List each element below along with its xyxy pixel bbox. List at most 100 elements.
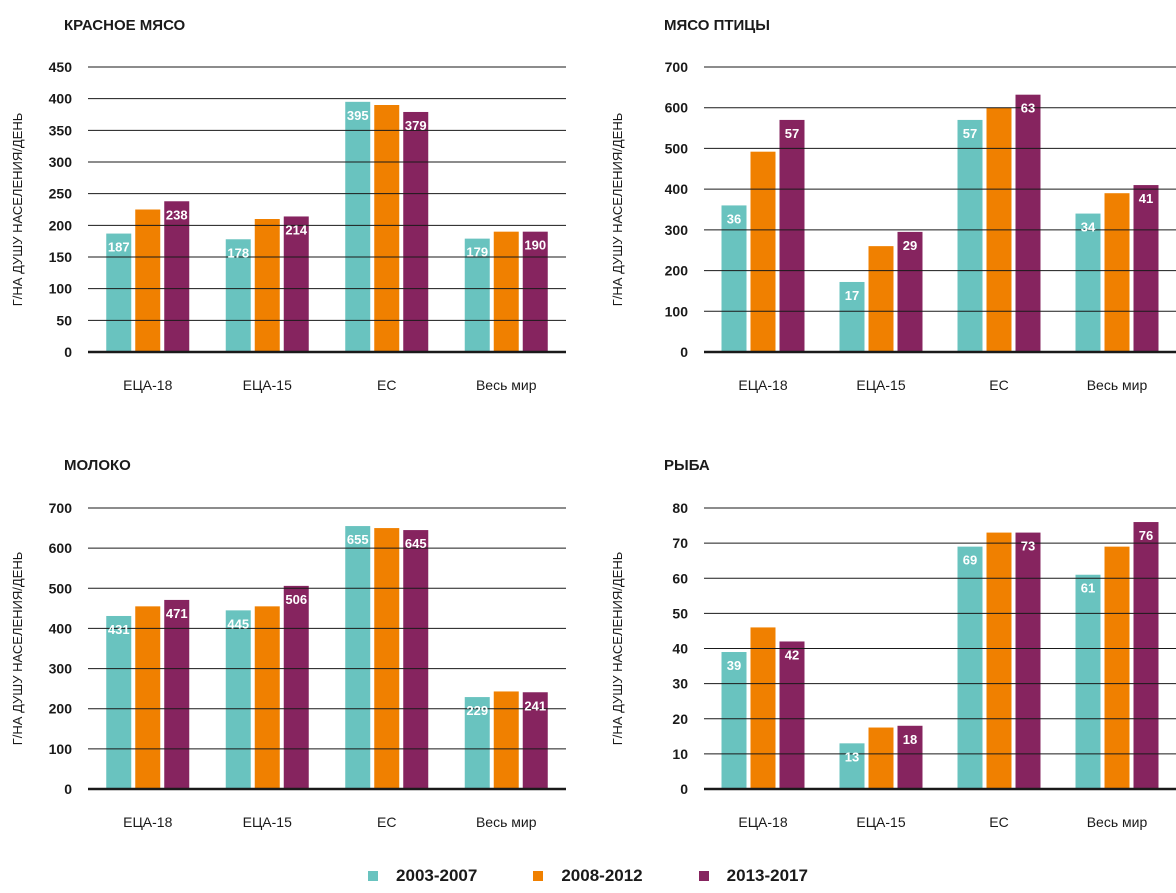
y-tick-label: 150 xyxy=(49,249,73,265)
bar xyxy=(897,725,923,789)
y-axis-label: Г/НА ДУШУ НАСЕЛЕНИЯ/ДЕНЬ xyxy=(610,552,625,745)
bar xyxy=(1133,185,1159,352)
y-tick-label: 400 xyxy=(49,91,73,107)
bar xyxy=(493,691,519,789)
x-tick-label: ЕЦА-18 xyxy=(738,814,787,830)
y-tick-label: 50 xyxy=(56,312,72,328)
bar xyxy=(464,697,490,789)
bar xyxy=(1015,532,1041,789)
bar xyxy=(283,585,309,789)
bar xyxy=(986,532,1012,789)
bar xyxy=(839,281,865,352)
legend-item-series-2: 2008-2012 xyxy=(533,866,643,886)
bar xyxy=(493,231,519,352)
y-tick-label: 300 xyxy=(49,661,73,677)
bar xyxy=(779,641,805,789)
y-axis-label: Г/НА ДУШУ НАСЕЛЕНИЯ/ДЕНЬ xyxy=(10,552,25,745)
legend: 2003-2007 2008-2012 2013-2017 xyxy=(0,862,1176,890)
data-label: 178 xyxy=(227,245,249,260)
y-tick-label: 200 xyxy=(665,263,689,279)
bar xyxy=(1133,522,1159,789)
data-label: 39 xyxy=(727,658,741,673)
y-tick-label: 600 xyxy=(49,540,73,556)
data-label: 179 xyxy=(466,245,488,260)
y-tick-label: 70 xyxy=(672,535,688,551)
legend-label: 2008-2012 xyxy=(561,866,643,885)
y-tick-label: 0 xyxy=(680,781,688,797)
bar xyxy=(374,105,400,352)
data-label: 645 xyxy=(405,536,427,551)
bar xyxy=(164,599,190,789)
bar xyxy=(957,119,983,352)
bar xyxy=(897,231,923,352)
x-tick-label: ЕС xyxy=(989,814,1008,830)
bar xyxy=(779,119,805,352)
bar xyxy=(135,209,161,352)
legend-swatch xyxy=(698,871,709,881)
legend-swatch xyxy=(368,871,379,881)
y-tick-label: 700 xyxy=(665,59,689,75)
bar xyxy=(522,231,548,352)
data-label: 238 xyxy=(166,207,188,222)
y-tick-label: 60 xyxy=(672,570,688,586)
y-tick-label: 200 xyxy=(49,701,73,717)
data-label: 41 xyxy=(1139,191,1153,206)
y-tick-label: 200 xyxy=(49,217,73,233)
chart-title: РЫБА xyxy=(664,457,710,474)
y-tick-label: 300 xyxy=(665,222,689,238)
legend-item-series-3: 2013-2017 xyxy=(698,866,808,886)
chart-title: МЯСО ПТИЦЫ xyxy=(664,17,770,34)
bar xyxy=(721,205,747,352)
y-tick-label: 350 xyxy=(49,122,73,138)
y-tick-label: 250 xyxy=(49,186,73,202)
y-tick-label: 0 xyxy=(680,344,688,360)
bar xyxy=(1075,213,1101,352)
y-tick-label: 400 xyxy=(49,620,73,636)
x-tick-label: ЕЦА-15 xyxy=(243,814,292,830)
bar xyxy=(868,246,894,352)
x-tick-label: Весь мир xyxy=(1087,377,1148,393)
data-label: 13 xyxy=(845,749,859,764)
chart-red-meat: КРАСНОЕ МЯСО Г/НА ДУШУ НАСЕЛЕНИЯ/ДЕНЬ 0 50 1… xyxy=(10,17,566,393)
y-tick-label: 100 xyxy=(665,303,689,319)
data-label: 379 xyxy=(405,118,427,133)
data-label: 190 xyxy=(524,238,546,253)
y-tick-label: 300 xyxy=(49,154,73,170)
data-label: 17 xyxy=(845,288,859,303)
legend-item-series-1: 2003-2007 xyxy=(368,866,477,886)
data-label: 395 xyxy=(347,108,369,123)
bar xyxy=(839,743,865,789)
bar xyxy=(403,530,429,789)
data-label: 29 xyxy=(903,238,917,253)
y-tick-label: 0 xyxy=(64,781,72,797)
bar xyxy=(403,111,429,352)
bar xyxy=(345,526,371,789)
y-tick-label: 100 xyxy=(49,741,73,757)
chart-poultry: МЯСО ПТИЦЫ Г/НА ДУШУ НАСЕЛЕНИЯ/ДЕНЬ 0 100 20… xyxy=(610,17,1176,393)
data-label: 76 xyxy=(1139,528,1153,543)
data-label: 471 xyxy=(166,606,188,621)
bar xyxy=(750,151,776,352)
y-tick-label: 400 xyxy=(665,181,689,197)
data-label: 57 xyxy=(963,126,977,141)
bar xyxy=(283,216,309,352)
bar xyxy=(106,233,132,352)
data-label: 73 xyxy=(1021,539,1035,554)
data-label: 63 xyxy=(1021,101,1035,116)
legend-label: 2003-2007 xyxy=(396,866,478,885)
bar xyxy=(1075,574,1101,789)
y-tick-label: 700 xyxy=(49,500,73,516)
data-label: 214 xyxy=(285,222,307,237)
y-tick-label: 50 xyxy=(672,605,688,621)
legend-swatch xyxy=(533,871,544,881)
y-tick-label: 80 xyxy=(672,500,688,516)
x-tick-label: ЕЦА-15 xyxy=(856,377,905,393)
bar xyxy=(1015,94,1041,352)
y-tick-label: 10 xyxy=(672,746,688,762)
bar xyxy=(106,615,132,789)
y-axis-label: Г/НА ДУШУ НАСЕЛЕНИЯ/ДЕНЬ xyxy=(610,113,625,306)
data-label: 229 xyxy=(466,703,488,718)
y-tick-label: 500 xyxy=(665,140,689,156)
bar xyxy=(225,610,251,789)
chart-title: КРАСНОЕ МЯСО xyxy=(64,17,186,34)
